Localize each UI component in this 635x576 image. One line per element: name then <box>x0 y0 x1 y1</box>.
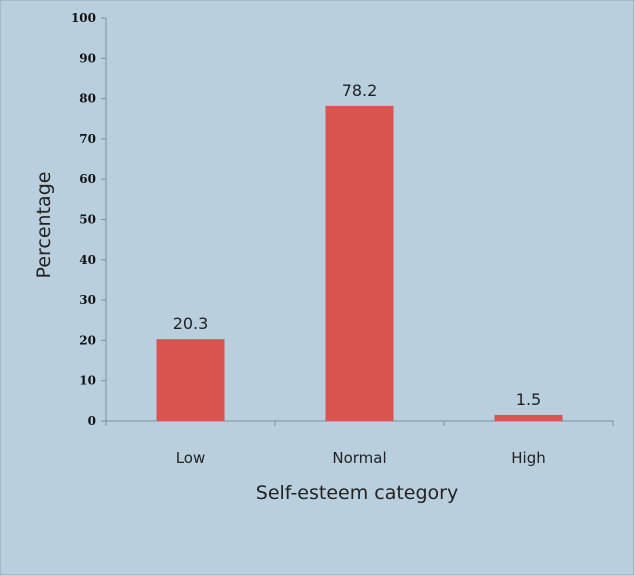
y-tick-label: 80 <box>79 92 96 106</box>
y-tick-label: 10 <box>79 374 96 388</box>
y-tick-label: 0 <box>88 414 96 428</box>
x-axis-title: Self-esteem category <box>256 482 458 504</box>
y-tick-label: 70 <box>79 132 96 146</box>
bars <box>156 105 563 421</box>
bar-low <box>156 339 225 421</box>
y-tick-label: 90 <box>79 51 96 65</box>
y-tick-label: 50 <box>79 213 96 227</box>
y-axis-title: Percentage <box>33 172 55 279</box>
y-axis: 0 10 20 30 40 50 60 70 80 90 100 <box>71 11 107 428</box>
x-tick-label-normal: Normal <box>332 449 386 467</box>
data-label-high: 1.5 <box>516 390 541 409</box>
y-tick-label: 20 <box>79 333 96 347</box>
data-labels: 20.3 78.2 1.5 <box>173 81 542 409</box>
y-tick-label: 40 <box>79 253 96 267</box>
data-label-normal: 78.2 <box>342 81 378 100</box>
y-tick-label: 60 <box>79 172 96 186</box>
x-tick-label-low: Low <box>176 449 206 467</box>
y-tick-label: 30 <box>79 293 96 307</box>
y-tick-label: 100 <box>71 11 96 25</box>
x-tick-label-high: High <box>511 449 545 467</box>
bar-high <box>494 414 563 421</box>
data-label-low: 20.3 <box>173 314 209 333</box>
bar-normal <box>325 105 394 421</box>
